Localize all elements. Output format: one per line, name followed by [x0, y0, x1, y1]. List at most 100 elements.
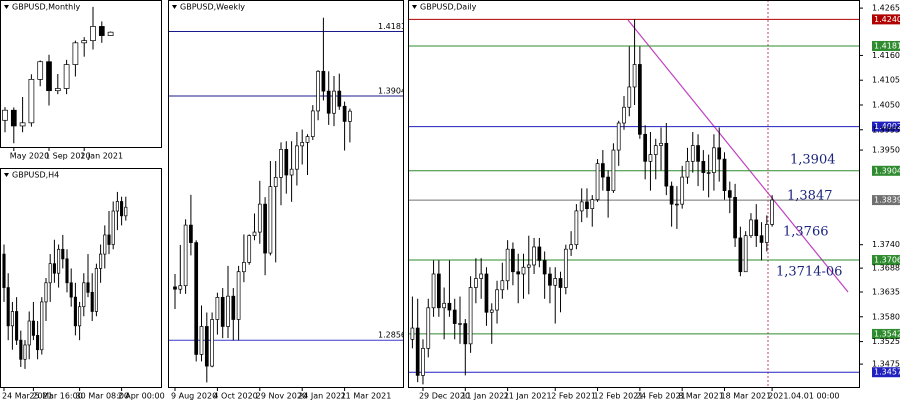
candle-body — [600, 163, 605, 178]
x-tick-label: May 2020 — [10, 152, 49, 161]
x-tick-label: 9 Aug 2020 — [171, 392, 217, 401]
candle-body — [300, 142, 305, 147]
y-tick-label: 1.3635 — [872, 288, 900, 297]
x-tick-label: 1 Sep 2020 — [45, 152, 91, 161]
level-label-box — [872, 195, 900, 206]
y-tick-label: 1.4160 — [872, 51, 900, 60]
candle-body — [770, 199, 774, 225]
candle-body — [61, 248, 65, 260]
candle-body — [680, 176, 685, 205]
candle-body — [337, 90, 342, 107]
candle-body — [44, 282, 48, 303]
panel-frame — [408, 0, 860, 388]
level-label-box — [872, 121, 900, 132]
candle-body — [712, 147, 716, 173]
level-label: 1.3706 — [874, 256, 900, 265]
level-label: 1.2856 — [378, 331, 406, 340]
candle-body — [585, 201, 589, 209]
level-label-box — [872, 40, 900, 51]
y-tick-label: 1.3525 — [872, 337, 900, 346]
candle-body — [727, 190, 732, 198]
candle-body — [706, 172, 711, 174]
candle-body — [120, 201, 124, 217]
candle-body — [733, 197, 737, 239]
panel-title: GBPUSD,Weekly — [180, 3, 245, 12]
candle-body — [305, 136, 310, 143]
candle-body — [484, 273, 489, 313]
candle-body — [78, 306, 82, 327]
panel-frame — [168, 0, 404, 388]
candle-body — [2, 109, 8, 121]
candle-body — [295, 145, 299, 170]
candle-body — [37, 61, 44, 80]
candle-body — [563, 248, 568, 288]
y-tick-label: 1.3995 — [872, 125, 900, 134]
plot — [2, 6, 114, 144]
annotation: 1,3714-06 — [776, 265, 842, 280]
candle-body — [81, 40, 88, 44]
x-tick-label: 2021.04.01 00:00 — [768, 392, 839, 401]
candle-body — [332, 90, 336, 114]
candle-body — [348, 110, 352, 122]
level-label: 1.3904 — [874, 166, 900, 175]
level-label-box — [872, 255, 900, 266]
candle-body — [759, 235, 764, 243]
candle-body — [57, 248, 61, 274]
candle-body — [19, 122, 26, 127]
candle-body — [231, 295, 236, 320]
candle-body — [111, 210, 115, 245]
y-tick-label: 1.4105 — [872, 76, 900, 85]
candle-body — [442, 302, 446, 309]
y-tick-label: 1.4050 — [872, 100, 900, 109]
candle-body — [648, 154, 653, 162]
candle-body — [526, 264, 531, 268]
candle-body — [590, 199, 595, 209]
candle-body — [738, 237, 743, 273]
candle-body — [65, 258, 69, 284]
y-tick-label: 1.3475 — [872, 360, 900, 369]
candle-body — [189, 224, 193, 243]
level-label-box — [872, 328, 900, 339]
panel-frame — [0, 168, 162, 388]
candle-body — [632, 64, 637, 88]
candle-body — [90, 26, 96, 41]
x-tick-label: 24 Feb 2021 — [636, 392, 686, 401]
candle-body — [516, 271, 521, 275]
candle-body — [437, 273, 441, 309]
title-icon — [4, 5, 9, 9]
y-tick-label: 1.3580 — [872, 312, 900, 321]
candle-body — [431, 273, 436, 309]
candle-body — [103, 234, 107, 255]
annotation: 1,3904 — [790, 153, 836, 168]
candle-body — [86, 282, 90, 293]
level-label: 1.4181 — [874, 41, 900, 50]
candle-body — [749, 219, 753, 237]
candle-body — [236, 271, 241, 320]
level-label: 1.4181 — [378, 22, 406, 31]
candle-body — [15, 311, 19, 341]
candle-body — [2, 253, 6, 288]
candle-body — [73, 296, 77, 327]
candle-body — [98, 26, 105, 36]
candle-body — [495, 289, 499, 311]
x-tick-label: 2 Apr 00:00 — [118, 392, 165, 401]
panel-title: GBPUSD,Monthly — [12, 3, 80, 12]
candle-body — [479, 273, 484, 279]
level-label: 1.3542 — [874, 329, 900, 338]
candle-body — [743, 235, 748, 273]
candle-body — [252, 231, 257, 236]
candle-body — [764, 224, 769, 243]
candle-body — [310, 110, 315, 137]
candle-body — [452, 309, 457, 324]
y-tick-label: 1.3740 — [872, 240, 900, 249]
x-tick-label: 1 Jan 2021 — [80, 152, 123, 161]
y-tick-label: 1.3688 — [872, 264, 900, 273]
candle-body — [532, 246, 536, 266]
candle-body — [63, 64, 70, 89]
annotation: 1,3847 — [787, 189, 833, 204]
level-label: 1.3457 — [874, 368, 900, 377]
candle-body — [204, 326, 209, 367]
level-label: 1.3839 — [874, 196, 900, 205]
level-label: 1.4002 — [874, 122, 900, 131]
title-icon — [4, 173, 9, 177]
